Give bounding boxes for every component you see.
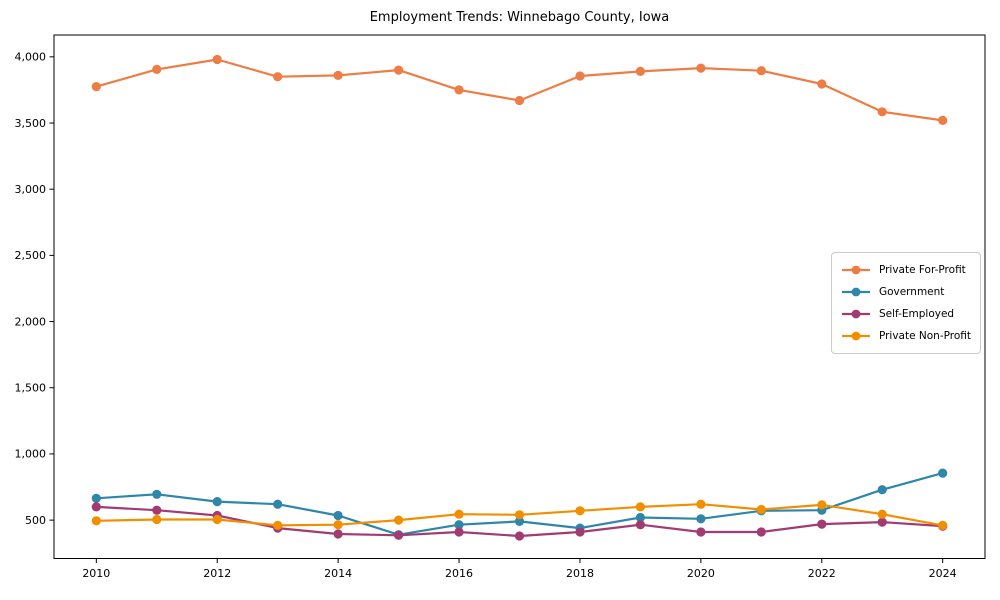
data-point-self-employed xyxy=(333,529,343,539)
legend-marker-icon xyxy=(841,265,870,275)
x-tick-label: 2010 xyxy=(82,567,110,580)
data-point-private-for-profit xyxy=(635,66,646,76)
legend-marker-icon xyxy=(841,287,870,297)
data-point-government xyxy=(212,497,222,507)
y-tick-label: 3,000 xyxy=(15,183,47,196)
data-point-private-for-profit xyxy=(212,54,222,65)
y-tick-label: 1,000 xyxy=(15,448,47,461)
legend-item-government: Government xyxy=(841,281,971,303)
data-point-private-for-profit xyxy=(575,71,585,81)
data-point-self-employed xyxy=(877,517,887,527)
data-point-private-non-profit xyxy=(333,520,343,530)
legend-marker-icon xyxy=(841,331,870,341)
data-point-private-for-profit xyxy=(454,85,464,95)
y-tick-label: 2,500 xyxy=(15,249,47,262)
data-point-self-employed xyxy=(514,531,525,541)
data-point-government xyxy=(635,512,646,523)
legend-label: Self-Employed xyxy=(878,308,955,320)
data-point-private-for-profit xyxy=(938,115,948,125)
data-point-government xyxy=(877,485,887,495)
data-point-private-for-profit xyxy=(394,65,404,75)
data-point-self-employed xyxy=(635,520,646,530)
legend-label: Government xyxy=(878,286,945,298)
data-point-private-non-profit xyxy=(696,499,706,509)
data-point-private-for-profit xyxy=(696,63,706,73)
data-point-private-non-profit xyxy=(212,514,222,525)
data-point-government xyxy=(454,520,464,530)
data-point-self-employed xyxy=(394,530,404,540)
legend-item-private-non-profit: Private Non-Profit xyxy=(841,325,971,347)
data-point-private-for-profit xyxy=(273,72,283,82)
x-tick-label: 2020 xyxy=(687,567,715,580)
data-point-government xyxy=(273,499,283,509)
plot-frame xyxy=(53,34,986,559)
series-line-private-for-profit xyxy=(95,58,943,122)
data-point-private-non-profit xyxy=(756,504,766,515)
data-point-self-employed xyxy=(454,527,464,537)
legend-marker-icon xyxy=(841,309,870,319)
x-tick-label: 2018 xyxy=(566,567,594,580)
legend-item-self-employed: Self-Employed xyxy=(841,303,971,325)
data-point-government xyxy=(333,510,343,521)
data-point-private-non-profit xyxy=(938,520,948,531)
legend: Private For-Profit Government Self-Employe… xyxy=(830,252,981,354)
data-point-self-employed xyxy=(817,519,827,529)
data-point-private-non-profit xyxy=(514,510,525,520)
x-tick-label: 2024 xyxy=(929,567,957,580)
y-tick-label: 3,500 xyxy=(15,117,47,130)
legend-item-private-for-profit: Private For-Profit xyxy=(841,259,971,281)
x-tick-label: 2022 xyxy=(808,567,836,580)
data-point-private-non-profit xyxy=(394,515,404,525)
data-point-private-for-profit xyxy=(152,64,162,74)
data-point-government xyxy=(91,493,101,503)
data-point-private-non-profit xyxy=(91,516,101,526)
legend-dot-icon xyxy=(851,287,861,297)
y-tick-label: 1,500 xyxy=(15,382,47,395)
data-point-private-for-profit xyxy=(756,66,766,76)
legend-label: Private Non-Profit xyxy=(878,330,971,342)
data-point-private-non-profit xyxy=(575,506,585,516)
data-point-private-for-profit xyxy=(817,79,827,89)
data-point-private-non-profit xyxy=(273,520,283,531)
data-point-private-for-profit xyxy=(877,107,887,117)
data-point-self-employed xyxy=(91,502,101,512)
data-point-private-for-profit xyxy=(91,82,101,92)
legend-dot-icon xyxy=(851,265,861,275)
legend-label: Private For-Profit xyxy=(878,264,966,276)
data-point-government xyxy=(152,489,162,499)
legend-dot-icon xyxy=(851,331,861,341)
data-point-private-for-profit xyxy=(514,95,525,106)
y-tick-label: 2,000 xyxy=(15,315,47,328)
data-point-government xyxy=(938,468,948,478)
data-point-private-non-profit xyxy=(877,509,887,519)
x-tick-label: 2014 xyxy=(324,567,352,580)
data-point-self-employed xyxy=(696,527,706,537)
legend-dot-icon xyxy=(851,309,861,319)
x-tick-label: 2016 xyxy=(445,567,473,580)
y-tick-label: 500 xyxy=(25,514,46,527)
data-point-self-employed xyxy=(152,505,162,515)
data-point-government xyxy=(696,514,706,524)
data-point-private-non-profit xyxy=(817,500,827,510)
x-tick-label: 2012 xyxy=(203,567,231,580)
data-point-self-employed xyxy=(575,527,585,537)
data-point-private-non-profit xyxy=(152,514,162,525)
data-point-government xyxy=(514,516,525,527)
y-tick-label: 4,000 xyxy=(15,51,47,64)
data-point-private-non-profit xyxy=(635,502,646,512)
chart-title: Employment Trends: Winnebago County, Iow… xyxy=(369,10,670,25)
data-point-private-non-profit xyxy=(454,509,464,519)
data-point-self-employed xyxy=(756,527,766,537)
data-point-private-for-profit xyxy=(333,70,343,80)
